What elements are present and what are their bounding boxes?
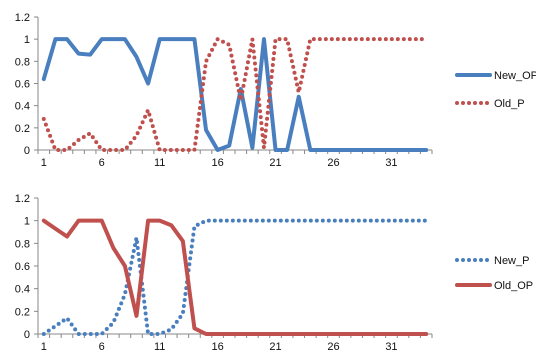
x-tick-label: 31 <box>385 341 397 353</box>
series-line-new-op <box>41 37 429 152</box>
y-tick-label: 1 <box>24 216 30 228</box>
series-line-new-p <box>41 218 429 336</box>
y-tick-label: 0.8 <box>15 238 30 250</box>
y-tick-label: 1.2 <box>15 193 30 205</box>
x-tick-label: 1 <box>41 157 47 169</box>
x-tick-label: 1 <box>41 341 47 353</box>
y-tick-label: 0.6 <box>15 261 30 273</box>
y-tick-label: 1.2 <box>15 12 30 24</box>
x-tick-label: 16 <box>211 157 223 169</box>
series-line-old-op <box>41 218 429 336</box>
x-tick-label: 26 <box>327 157 339 169</box>
y-tick-label: 0.2 <box>15 306 30 318</box>
y-tick-label: 0.4 <box>15 284 30 296</box>
y-tick-label: 0 <box>24 145 30 157</box>
legend-label: New_OP <box>494 70 536 82</box>
y-tick-label: 0.6 <box>15 79 30 91</box>
y-tick-label: 0.8 <box>15 56 30 68</box>
x-tick-label: 21 <box>269 341 281 353</box>
y-tick-label: 0.2 <box>15 123 30 135</box>
series-line-old-p <box>41 37 429 152</box>
y-tick-label: 1 <box>24 34 30 46</box>
x-tick-label: 6 <box>99 341 105 353</box>
y-tick-label: 0.4 <box>15 101 30 113</box>
legend-label: Old_OP <box>494 280 533 292</box>
x-tick-label: 11 <box>154 341 165 353</box>
x-tick-label: 21 <box>269 157 281 169</box>
legend-label: New_P <box>494 255 529 267</box>
x-tick-label: 26 <box>327 341 339 353</box>
x-tick-label: 16 <box>211 341 223 353</box>
legend-label: Old_P <box>494 98 525 110</box>
y-tick-label: 0 <box>24 329 30 341</box>
x-tick-label: 11 <box>154 157 165 169</box>
x-tick-label: 31 <box>385 157 397 169</box>
x-tick-label: 6 <box>99 157 105 169</box>
